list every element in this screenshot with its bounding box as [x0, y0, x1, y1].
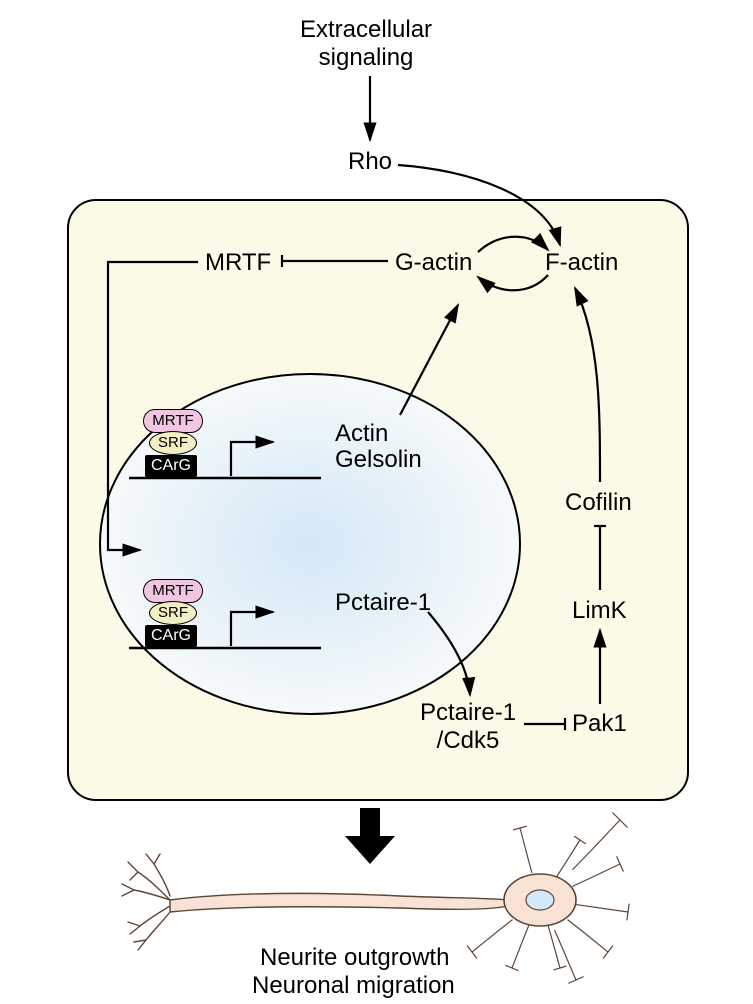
label-gactin: G-actin: [395, 249, 472, 277]
srf-oval-2: SRF: [149, 601, 197, 625]
label-gelsolin: Gelsolin: [335, 446, 422, 474]
label-pct-cdk: Pctaire-1 /Cdk5: [420, 699, 516, 754]
label-rho: Rho: [348, 148, 392, 176]
label-cofilin: Cofilin: [565, 489, 632, 517]
label-extracellular: Extracellular signaling: [300, 16, 432, 71]
label-pctaire1: Pctaire-1: [335, 589, 431, 617]
carg-box-2: CArG: [145, 625, 197, 647]
label-limk: LimK: [572, 597, 627, 625]
mrtf-pill-2: MRTF: [143, 579, 203, 603]
carg-box-1: CArG: [145, 455, 197, 477]
label-migration: Neuronal migration: [252, 972, 455, 1000]
label-pak1: Pak1: [572, 710, 627, 738]
output-big-arrow: [345, 808, 395, 864]
label-neurite: Neurite outgrowth: [260, 944, 449, 972]
label-mrtf: MRTF: [205, 249, 271, 277]
mrtf-pill-1: MRTF: [143, 409, 203, 433]
srf-oval-1: SRF: [149, 431, 197, 455]
label-factin: F-actin: [545, 249, 618, 277]
label-actin: Actin: [335, 420, 388, 448]
